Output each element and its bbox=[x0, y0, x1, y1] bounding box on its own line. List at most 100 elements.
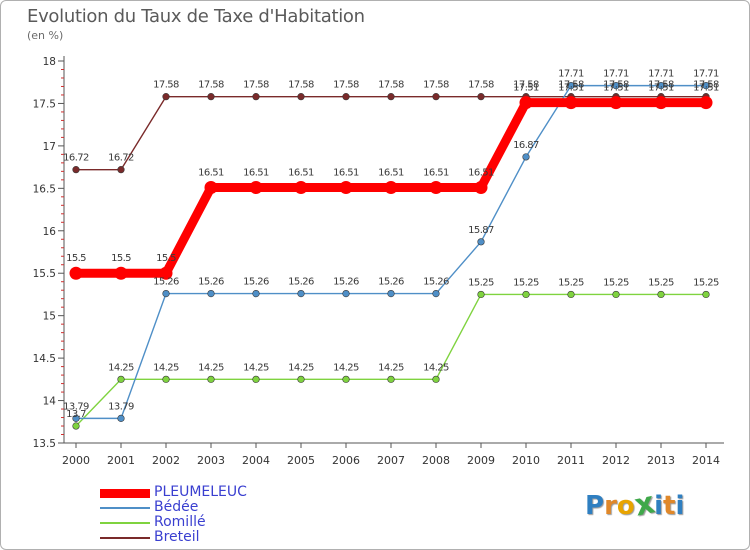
data-label-romille: 15.25 bbox=[468, 277, 494, 288]
data-label-bedee: 17.71 bbox=[693, 69, 719, 80]
y-tick-label: 13.5 bbox=[33, 438, 56, 450]
data-label-pleumeleuc: 16.51 bbox=[468, 167, 494, 178]
data-label-breteil: 17.58 bbox=[243, 80, 269, 91]
x-tick-label: 2012 bbox=[602, 454, 630, 467]
x-tick-label: 2014 bbox=[692, 454, 720, 467]
data-point-romille bbox=[297, 375, 305, 383]
x-tick-label: 2003 bbox=[197, 454, 225, 467]
data-point-bedee bbox=[117, 414, 125, 422]
data-label-romille: 14.25 bbox=[198, 362, 224, 373]
data-label-breteil: 16.72 bbox=[108, 153, 134, 164]
data-point-romille bbox=[522, 290, 530, 299]
x-tick-label: 2008 bbox=[422, 454, 450, 467]
data-label-romille: 14.25 bbox=[288, 362, 314, 373]
data-label-romille: 14.25 bbox=[333, 362, 359, 373]
data-point-breteil bbox=[342, 93, 350, 101]
data-point-bedee bbox=[477, 238, 485, 246]
legend-swatch-romille bbox=[100, 522, 150, 524]
y-tick-label: 17 bbox=[43, 141, 56, 153]
data-label-breteil: 17.58 bbox=[423, 80, 449, 91]
data-point-romille bbox=[207, 375, 215, 383]
data-label-bedee: 15.26 bbox=[288, 277, 314, 288]
data-label-bedee: 13.79 bbox=[63, 401, 89, 412]
x-tick-label: 2001 bbox=[107, 454, 135, 467]
data-point-romille bbox=[702, 290, 710, 299]
data-label-breteil: 17.58 bbox=[693, 80, 719, 91]
data-label-breteil: 17.58 bbox=[198, 80, 224, 91]
data-label-pleumeleuc: 16.51 bbox=[198, 167, 224, 178]
data-point-bedee bbox=[342, 289, 350, 298]
data-label-pleumeleuc: 16.51 bbox=[288, 167, 314, 178]
data-label-romille: 14.25 bbox=[108, 362, 134, 373]
data-point-breteil bbox=[72, 166, 80, 174]
data-point-romille bbox=[162, 375, 170, 383]
data-label-breteil: 17.58 bbox=[648, 80, 674, 91]
x-tick-label: 2004 bbox=[242, 454, 270, 467]
legend-swatch-pleumeleuc bbox=[100, 489, 150, 498]
data-label-pleumeleuc: 16.51 bbox=[378, 167, 404, 178]
data-label-pleumeleuc: 17.51 bbox=[693, 83, 719, 94]
data-point-breteil bbox=[162, 93, 170, 101]
y-tick-label: 14 bbox=[43, 396, 57, 408]
data-point-breteil bbox=[297, 93, 305, 101]
data-point-pleumeleuc bbox=[159, 266, 173, 280]
data-point-pleumeleuc bbox=[294, 180, 308, 194]
data-point-bedee bbox=[567, 82, 575, 90]
data-point-pleumeleuc bbox=[114, 266, 128, 280]
data-point-breteil bbox=[207, 93, 215, 101]
data-label-pleumeleuc: 15.5 bbox=[66, 253, 86, 264]
y-tick-label: 18 bbox=[43, 56, 56, 68]
data-label-romille: 15.25 bbox=[693, 277, 719, 288]
data-point-romille bbox=[432, 375, 440, 383]
logo-letter: i bbox=[675, 491, 685, 521]
data-point-romille bbox=[477, 290, 485, 299]
data-point-bedee bbox=[612, 82, 620, 90]
data-label-romille: 15.25 bbox=[513, 277, 539, 288]
data-point-breteil bbox=[387, 93, 395, 101]
data-point-romille bbox=[252, 375, 260, 383]
data-point-pleumeleuc bbox=[474, 180, 488, 194]
logo-letter: t bbox=[663, 491, 676, 521]
x-tick-label: 2000 bbox=[62, 454, 90, 467]
data-label-bedee: 15.26 bbox=[153, 277, 179, 288]
series-line-breteil bbox=[75, 95, 707, 171]
data-point-bedee bbox=[72, 414, 80, 422]
data-label-bedee: 17.71 bbox=[648, 69, 674, 80]
data-label-pleumeleuc: 17.51 bbox=[603, 83, 629, 94]
data-label-romille: 15.25 bbox=[603, 277, 629, 288]
data-point-romille bbox=[567, 290, 575, 299]
logo-letter: r bbox=[604, 491, 617, 521]
data-point-bedee bbox=[702, 82, 710, 90]
data-point-pleumeleuc bbox=[654, 96, 668, 110]
data-label-bedee: 15.26 bbox=[243, 277, 269, 288]
data-label-pleumeleuc: 16.51 bbox=[423, 167, 449, 178]
data-label-bedee: 15.26 bbox=[423, 277, 449, 288]
data-point-bedee bbox=[162, 289, 170, 298]
data-point-romille bbox=[342, 375, 350, 383]
data-point-pleumeleuc bbox=[339, 180, 353, 194]
data-label-pleumeleuc: 15.5 bbox=[156, 253, 176, 264]
data-point-romille bbox=[612, 290, 620, 299]
data-point-breteil bbox=[477, 93, 485, 101]
data-point-bedee bbox=[252, 289, 260, 298]
data-label-romille: 15.25 bbox=[648, 277, 674, 288]
series-line-romille bbox=[75, 293, 707, 427]
data-point-pleumeleuc bbox=[429, 180, 443, 194]
data-label-bedee: 15.26 bbox=[198, 277, 224, 288]
data-label-breteil: 17.58 bbox=[603, 80, 629, 91]
data-label-pleumeleuc: 17.51 bbox=[513, 83, 539, 94]
data-point-romille bbox=[387, 375, 395, 383]
chart-subtitle: (en %) bbox=[27, 29, 64, 42]
data-point-breteil bbox=[117, 166, 125, 174]
legend-label-bedee: Bédée bbox=[154, 499, 199, 515]
y-tick-label: 15 bbox=[43, 311, 56, 323]
y-tick-label: 16.5 bbox=[33, 183, 56, 195]
x-tick-label: 2006 bbox=[332, 454, 360, 467]
data-point-bedee bbox=[207, 289, 215, 298]
legend-label-breteil: Breteil bbox=[154, 529, 200, 545]
data-label-pleumeleuc: 15.5 bbox=[111, 253, 131, 264]
data-label-romille: 14.25 bbox=[243, 362, 269, 373]
y-tick-label: 15.5 bbox=[33, 268, 56, 280]
data-point-bedee bbox=[297, 289, 305, 298]
